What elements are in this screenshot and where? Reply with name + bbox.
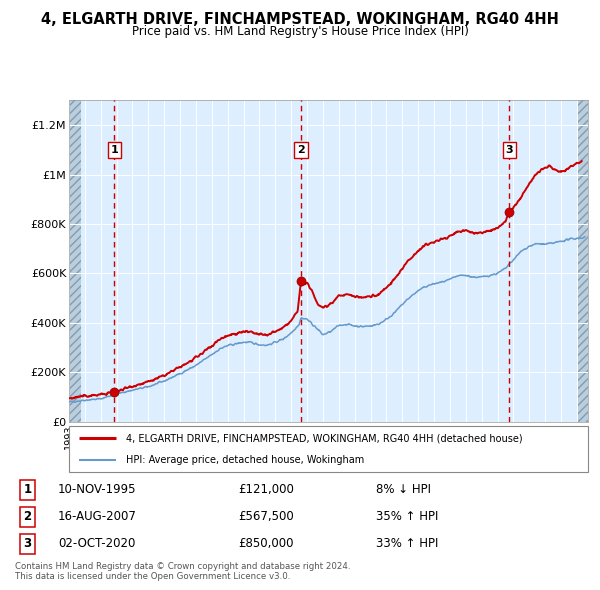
- Text: 2: 2: [23, 510, 32, 523]
- Bar: [577, 100, 588, 422]
- Bar: [69, 100, 81, 422]
- Text: £567,500: £567,500: [238, 510, 294, 523]
- Text: 4, ELGARTH DRIVE, FINCHAMPSTEAD, WOKINGHAM, RG40 4HH (detached house): 4, ELGARTH DRIVE, FINCHAMPSTEAD, WOKINGH…: [126, 434, 523, 444]
- Text: 02-OCT-2020: 02-OCT-2020: [58, 537, 136, 550]
- Text: HPI: Average price, detached house, Wokingham: HPI: Average price, detached house, Woki…: [126, 454, 364, 464]
- Text: 35% ↑ HPI: 35% ↑ HPI: [376, 510, 439, 523]
- Text: 16-AUG-2007: 16-AUG-2007: [58, 510, 137, 523]
- Text: 10-NOV-1995: 10-NOV-1995: [58, 483, 136, 496]
- Text: Contains HM Land Registry data © Crown copyright and database right 2024.
This d: Contains HM Land Registry data © Crown c…: [15, 562, 350, 581]
- Bar: [69, 100, 81, 422]
- Text: Price paid vs. HM Land Registry's House Price Index (HPI): Price paid vs. HM Land Registry's House …: [131, 25, 469, 38]
- Text: 33% ↑ HPI: 33% ↑ HPI: [376, 537, 439, 550]
- Text: 3: 3: [506, 145, 513, 155]
- Text: 8% ↓ HPI: 8% ↓ HPI: [376, 483, 431, 496]
- FancyBboxPatch shape: [69, 426, 588, 472]
- Text: £121,000: £121,000: [238, 483, 295, 496]
- Text: 4, ELGARTH DRIVE, FINCHAMPSTEAD, WOKINGHAM, RG40 4HH: 4, ELGARTH DRIVE, FINCHAMPSTEAD, WOKINGH…: [41, 12, 559, 27]
- Text: £850,000: £850,000: [238, 537, 294, 550]
- Text: 3: 3: [23, 537, 32, 550]
- Text: 1: 1: [23, 483, 32, 496]
- Bar: [577, 100, 588, 422]
- Text: 2: 2: [297, 145, 305, 155]
- Text: 1: 1: [110, 145, 118, 155]
